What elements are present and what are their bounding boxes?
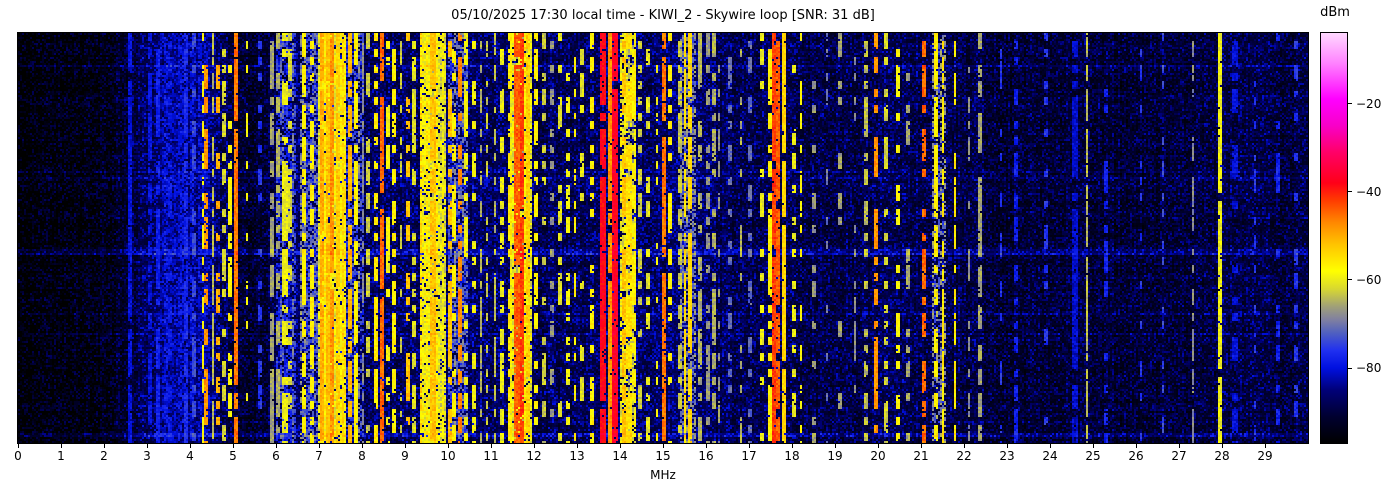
x-tick-mark — [318, 444, 320, 448]
x-tick-label: 28 — [1214, 449, 1230, 463]
colorbar-tick-label: −80 — [1356, 361, 1382, 376]
x-tick-label: 1 — [57, 449, 65, 463]
plot-title: 05/10/2025 17:30 local time - KIWI_2 - S… — [451, 8, 875, 23]
x-tick-label: 2 — [100, 449, 108, 463]
x-tick-label: 10 — [440, 449, 456, 463]
x-tick-label: 4 — [186, 449, 194, 463]
x-tick-label: 11 — [483, 449, 499, 463]
x-tick-mark — [146, 444, 148, 448]
x-tick-mark — [189, 444, 191, 448]
colorbar-unit-label: dBm — [1320, 5, 1350, 20]
x-tick-mark — [1006, 444, 1008, 448]
colorbar-tick-mark — [1348, 279, 1352, 281]
x-tick-label: 14 — [612, 449, 628, 463]
x-tick-mark — [662, 444, 664, 448]
colorbar-tick-label: −20 — [1356, 96, 1382, 111]
x-tick-mark — [17, 444, 19, 448]
colorbar — [1320, 32, 1348, 444]
x-tick-label: 21 — [913, 449, 929, 463]
x-tick-label: 8 — [358, 449, 366, 463]
x-tick-mark — [920, 444, 922, 448]
x-tick-label: 9 — [401, 449, 409, 463]
x-tick-mark — [748, 444, 750, 448]
x-tick-mark — [1092, 444, 1094, 448]
x-tick-mark — [447, 444, 449, 448]
x-tick-mark — [361, 444, 363, 448]
x-tick-mark — [1221, 444, 1223, 448]
x-tick-label: 0 — [14, 449, 22, 463]
x-tick-label: 23 — [999, 449, 1015, 463]
x-tick-mark — [232, 444, 234, 448]
x-tick-mark — [877, 444, 879, 448]
x-tick-label: 29 — [1257, 449, 1273, 463]
colorbar-gradient — [1321, 33, 1347, 443]
x-tick-mark — [1135, 444, 1137, 448]
x-tick-label: 20 — [870, 449, 886, 463]
x-tick-mark — [1049, 444, 1051, 448]
x-tick-label: 5 — [229, 449, 237, 463]
x-tick-mark — [103, 444, 105, 448]
x-axis-label: MHz — [650, 468, 676, 482]
x-tick-mark — [404, 444, 406, 448]
x-tick-label: 16 — [698, 449, 714, 463]
x-tick-label: 25 — [1085, 449, 1101, 463]
x-tick-label: 3 — [143, 449, 151, 463]
colorbar-tick-label: −40 — [1356, 184, 1382, 199]
x-tick-mark — [1178, 444, 1180, 448]
x-tick-mark — [490, 444, 492, 448]
colorbar-tick-mark — [1348, 191, 1352, 193]
x-tick-mark — [834, 444, 836, 448]
x-tick-mark — [1264, 444, 1266, 448]
x-tick-mark — [275, 444, 277, 448]
x-tick-mark — [619, 444, 621, 448]
x-tick-label: 7 — [315, 449, 323, 463]
x-tick-label: 26 — [1128, 449, 1144, 463]
waterfall-heatmap — [18, 33, 1308, 443]
colorbar-tick-label: −60 — [1356, 272, 1382, 287]
x-tick-label: 18 — [784, 449, 800, 463]
x-tick-mark — [533, 444, 535, 448]
x-tick-label: 19 — [827, 449, 843, 463]
colorbar-tick-mark — [1348, 367, 1352, 369]
x-tick-label: 6 — [272, 449, 280, 463]
x-tick-label: 22 — [956, 449, 972, 463]
x-tick-label: 13 — [569, 449, 585, 463]
colorbar-tick-mark — [1348, 103, 1352, 105]
x-tick-label: 24 — [1042, 449, 1058, 463]
x-tick-mark — [963, 444, 965, 448]
x-tick-label: 27 — [1171, 449, 1187, 463]
x-tick-mark — [576, 444, 578, 448]
x-tick-mark — [791, 444, 793, 448]
x-tick-mark — [705, 444, 707, 448]
x-tick-label: 12 — [526, 449, 542, 463]
x-tick-label: 17 — [741, 449, 757, 463]
x-tick-label: 15 — [655, 449, 671, 463]
plot-area — [17, 32, 1309, 444]
x-tick-mark — [60, 444, 62, 448]
